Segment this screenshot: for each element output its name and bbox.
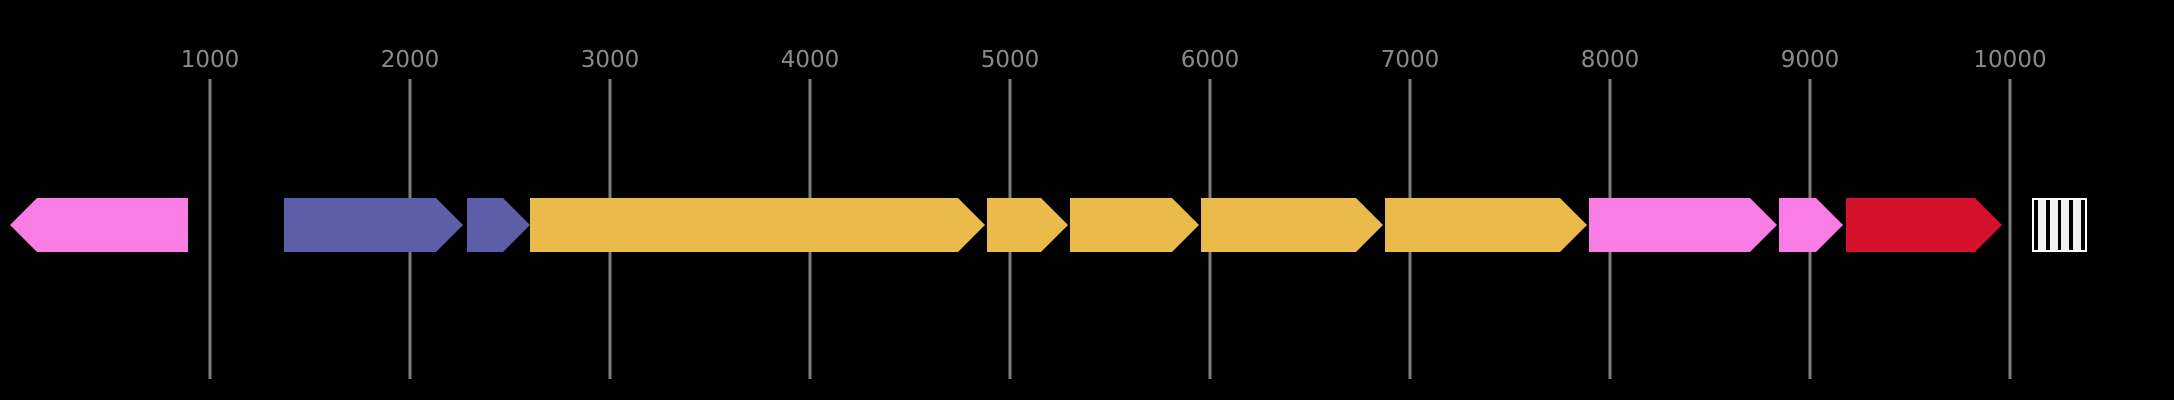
gridline-1000 <box>208 79 212 379</box>
tick-label-5000: 5000 <box>980 47 1040 73</box>
stripe <box>2049 200 2058 250</box>
feature-09-pink-forward <box>1589 198 1777 252</box>
feature-10-pink-forward <box>1779 198 1843 252</box>
tick-label-10000: 10000 <box>1973 47 2047 73</box>
stripe <box>2073 200 2082 250</box>
tick-label-7000: 7000 <box>1380 47 1440 73</box>
tick-label-1000: 1000 <box>180 47 240 73</box>
tick-label-6000: 6000 <box>1180 47 1240 73</box>
tick-label-2000: 2000 <box>380 47 440 73</box>
feature-01-pink-reverse <box>10 198 188 252</box>
tick-label-8000: 8000 <box>1580 47 1640 73</box>
feature-02-purple-forward <box>284 198 463 252</box>
feature-04-yellow-forward <box>530 198 985 252</box>
feature-05-yellow-forward <box>987 198 1068 252</box>
feature-07-yellow-forward <box>1201 198 1383 252</box>
gridline-10000 <box>2008 79 2012 379</box>
feature-11-red-forward <box>1846 198 2002 252</box>
feature-03-purple-forward <box>467 198 530 252</box>
stripe <box>2061 200 2070 250</box>
tick-label-9000: 9000 <box>1780 47 1840 73</box>
feature-12-striped-box <box>2032 198 2087 252</box>
tick-label-3000: 3000 <box>580 47 640 73</box>
feature-08-yellow-forward <box>1385 198 1587 252</box>
feature-06-yellow-forward <box>1070 198 1199 252</box>
tick-label-4000: 4000 <box>780 47 840 73</box>
stripe <box>2037 200 2046 250</box>
